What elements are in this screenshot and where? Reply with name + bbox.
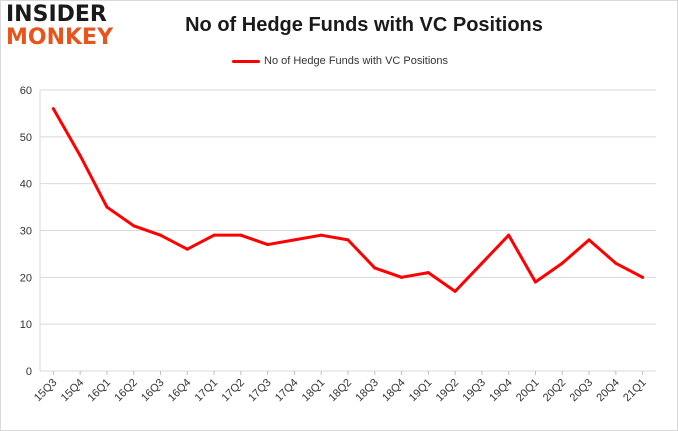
grid-lines (39, 89, 656, 372)
y-tick-label: 20 (20, 272, 32, 284)
x-tick-label: 19Q1 (407, 377, 435, 405)
legend-swatch (232, 59, 260, 63)
data-point (507, 233, 511, 237)
y-tick-label: 50 (20, 132, 32, 144)
x-tick-label: 16Q4 (166, 377, 194, 405)
y-tick-label: 60 (20, 85, 32, 97)
x-tick-label: 18Q3 (353, 377, 381, 405)
y-axis-ticks: 0 10 20 30 40 50 60 (20, 85, 32, 378)
data-point (400, 275, 404, 279)
series-lines (51, 107, 645, 293)
brand-logo-line2: MONKEY (6, 25, 114, 50)
x-tick-label: 20Q3 (568, 377, 596, 405)
data-point (185, 247, 189, 251)
y-tick-label: 0 (26, 366, 32, 378)
data-point (132, 224, 136, 228)
x-tick-label: 20Q1 (514, 377, 542, 405)
chart-title: No of Hedge Funds with VC Positions (185, 14, 543, 36)
x-tick-label: 17Q2 (219, 377, 247, 405)
data-point (159, 233, 163, 237)
y-tick-label: 40 (20, 179, 32, 191)
chart-legend: No of Hedge Funds with VC Positions (232, 52, 448, 70)
x-tick-label: 17Q3 (246, 377, 274, 405)
x-tick-label: 20Q4 (594, 377, 622, 405)
x-tick-label: 16Q2 (112, 377, 140, 405)
y-tick-label: 30 (20, 226, 32, 238)
data-point (587, 238, 591, 242)
brand-logo-line1: INSIDER (6, 2, 107, 27)
x-tick-label: 17Q1 (193, 377, 221, 405)
data-point (426, 271, 430, 275)
data-point (480, 261, 484, 265)
x-axis-ticks: 15Q3 15Q4 16Q1 16Q2 16Q3 16Q4 17Q1 17Q2 17Q3 17Q4… (32, 371, 649, 404)
data-point (239, 233, 243, 237)
data-point (266, 243, 270, 247)
data-point (292, 238, 296, 242)
x-tick-label: 19Q2 (434, 377, 462, 405)
y-tick-label: 10 (20, 319, 32, 331)
x-tick-label: 15Q4 (59, 377, 87, 405)
x-tick-label: 18Q4 (380, 377, 408, 405)
x-tick-label: 21Q1 (621, 377, 649, 405)
series-line (51, 107, 645, 293)
data-point (78, 154, 82, 158)
data-point (346, 238, 350, 242)
data-point (614, 261, 618, 265)
x-tick-label: 18Q2 (327, 377, 355, 405)
x-tick-label: 19Q4 (487, 377, 515, 405)
legend-label: No of Hedge Funds with VC Positions (264, 55, 449, 67)
data-point (560, 261, 564, 265)
data-point (373, 266, 377, 270)
x-tick-label: 15Q3 (32, 377, 60, 405)
x-tick-label: 18Q1 (300, 377, 328, 405)
x-tick-label: 16Q3 (139, 377, 167, 405)
x-tick-label: 20Q2 (541, 377, 569, 405)
data-point (453, 289, 457, 293)
data-point (319, 233, 323, 237)
data-point (105, 205, 109, 209)
data-point (212, 233, 216, 237)
data-point (51, 107, 55, 111)
x-tick-label: 19Q3 (461, 377, 489, 405)
x-tick-label: 17Q4 (273, 377, 301, 405)
data-point (533, 280, 537, 284)
x-tick-label: 16Q1 (86, 377, 114, 405)
brand-logo: INSIDER MONKEY (6, 4, 126, 49)
data-point (641, 275, 645, 279)
